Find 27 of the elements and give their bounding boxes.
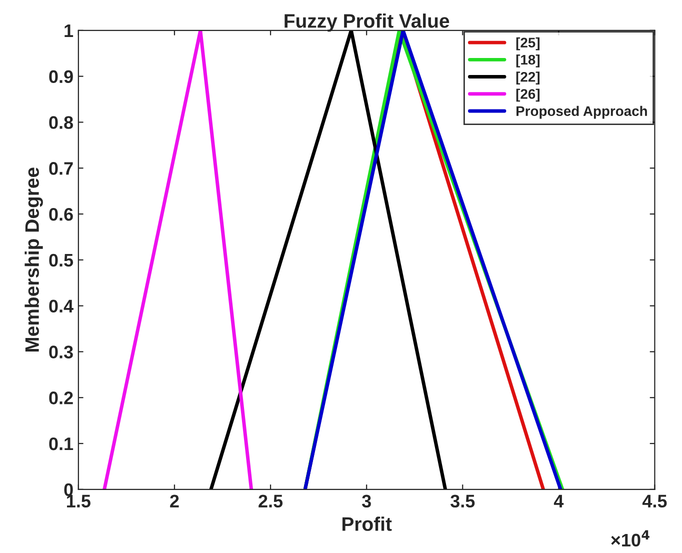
x-tick-label: 2.5 xyxy=(258,494,283,508)
y-axis-title: Membership Degree xyxy=(24,168,43,352)
y-tick-label: 0.2 xyxy=(49,392,73,404)
y-tick-label: 0.1 xyxy=(49,437,74,450)
y-tick-label: 0.7 xyxy=(49,162,73,175)
x-axis-title: Profit xyxy=(342,516,392,531)
legend-label: [26] xyxy=(516,88,540,102)
legend-label: [22] xyxy=(516,72,540,85)
y-tick-label: 0.8 xyxy=(49,116,74,129)
chart-title: Fuzzy Profit Value xyxy=(284,14,450,32)
legend-label: Proposed Approach xyxy=(516,106,647,119)
y-tick-label: 0.5 xyxy=(49,254,74,267)
x-tick-label: 2 xyxy=(170,494,179,508)
y-tick-label: 0.3 xyxy=(49,346,73,358)
x-tick-label: 3.5 xyxy=(450,494,475,508)
legend-label: [25] xyxy=(516,37,540,50)
x-tick-label: 4 xyxy=(554,494,564,508)
y-tick-label: 0 xyxy=(64,483,73,496)
y-tick-label: 0.4 xyxy=(49,300,74,313)
x-tick-label: 1.5 xyxy=(67,494,90,508)
x-tick-label: 4.5 xyxy=(642,494,667,508)
legend-label: [18] xyxy=(516,54,540,68)
y-tick-label: 0.9 xyxy=(49,70,73,84)
text: ×10$^{4}$ xyxy=(611,530,650,547)
x-tick-label: 3 xyxy=(362,494,371,508)
y-tick-label: 0.6 xyxy=(49,208,73,221)
y-tick-label: 1 xyxy=(64,24,74,37)
